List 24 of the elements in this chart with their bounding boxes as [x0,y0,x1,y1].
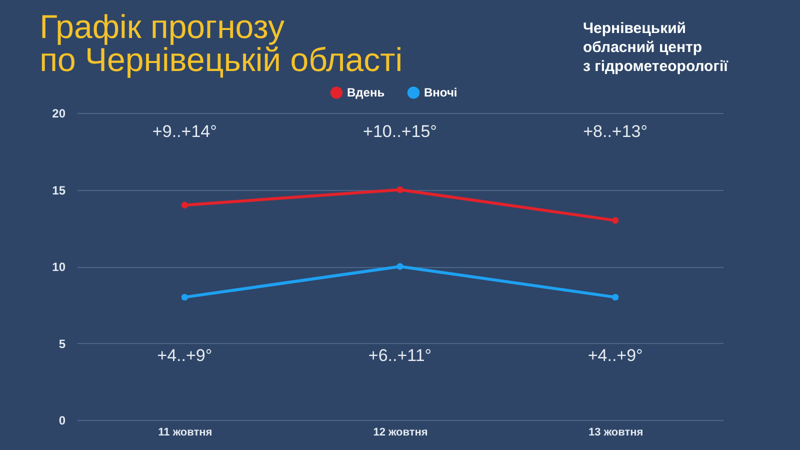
y-tick-label: 5 [58,336,66,351]
y-tick-label: 20 [52,106,66,120]
legend-label: Вночі [424,86,458,100]
point [396,263,404,270]
chart-title: Графік прогнозу по Чернівецькій області [40,8,403,78]
point [396,186,404,194]
text: Чернівецький обласний центр з гідрометеорології [583,20,729,75]
point [612,217,619,224]
annotation: +8..+13° [583,122,648,141]
annotation: +4..+9° [588,346,643,365]
y-tick-label: 0 [58,414,66,428]
legend-label: Вдень [347,86,385,100]
x-tick-label: 12 жовтня [373,426,428,438]
x-tick-label: 13 жовтня [588,426,644,438]
y-tick-label: 10 [52,260,66,274]
annotation: +4..+9° [157,346,212,365]
point [181,294,188,301]
annotation: +9..+14° [152,122,217,141]
x-tick-label: 11 жовтня [158,426,212,438]
annotation: +10..+15° [363,122,437,141]
y-tick-label: 15 [52,183,66,198]
point [181,202,188,208]
point [612,294,619,301]
annotation: +6..+11° [368,346,432,365]
